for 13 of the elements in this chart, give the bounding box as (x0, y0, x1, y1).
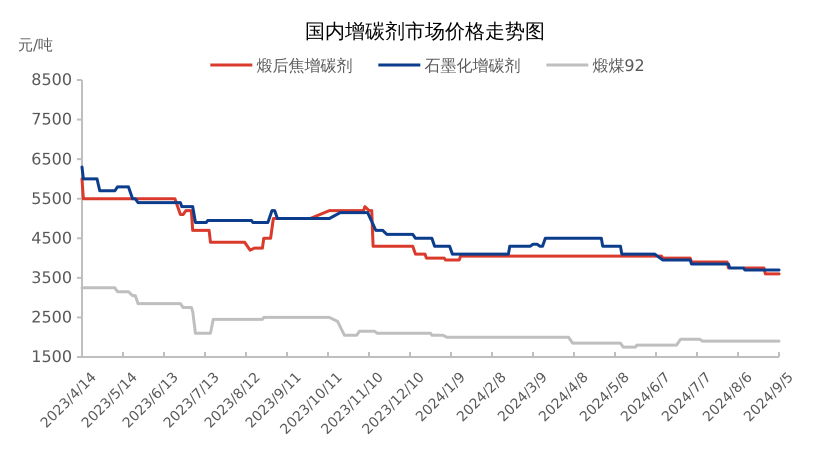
y-axis-title: 元/吨 (18, 36, 54, 54)
legend-label: 煅后焦增碳剂 (256, 56, 352, 75)
y-tick-label: 4500 (31, 228, 72, 248)
y-tick-label: 8500 (31, 70, 72, 90)
y-tick-label: 3500 (31, 268, 72, 287)
legend-label: 石墨化增碳剂 (424, 56, 520, 75)
y-tick-label: 2500 (31, 308, 72, 327)
chart-title: 国内增碳剂市场价格走势图 (305, 19, 545, 43)
y-tick-label: 5500 (31, 188, 72, 208)
y-tick-label: 1500 (31, 347, 72, 366)
legend-label: 煅煤92 (592, 56, 645, 75)
y-tick-label: 6500 (31, 149, 72, 168)
y-tick-label: 7500 (31, 110, 72, 129)
